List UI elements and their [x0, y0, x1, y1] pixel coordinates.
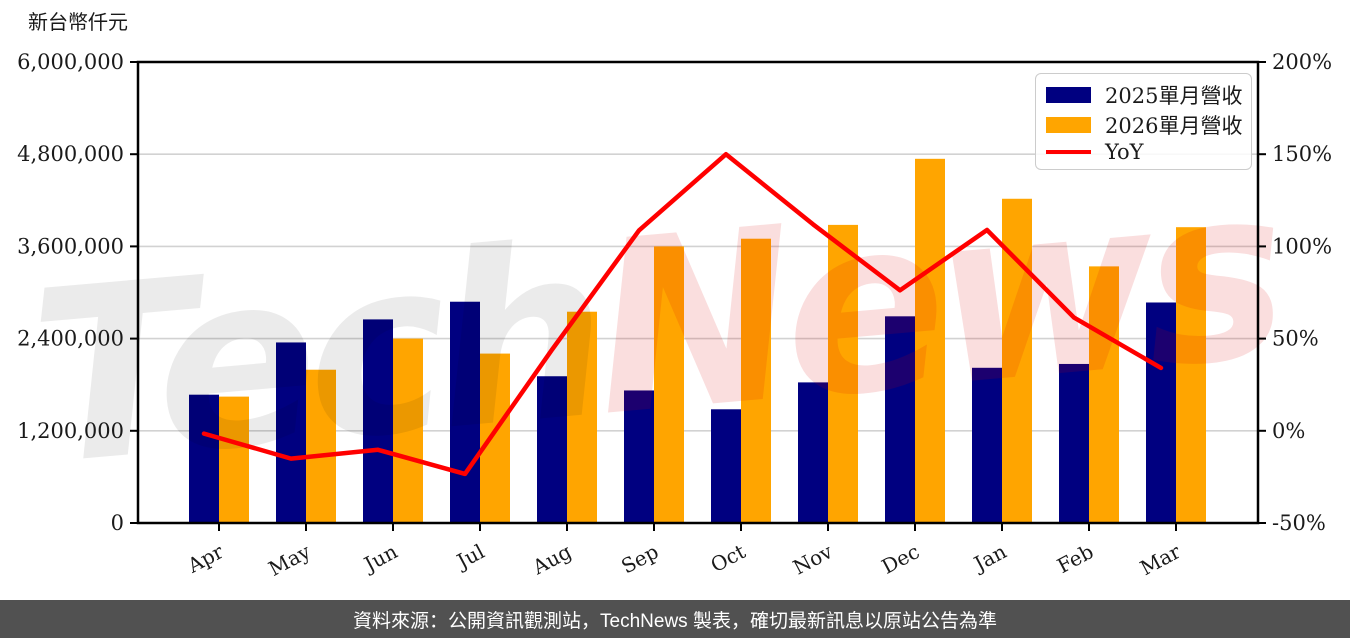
legend-item-yoy: YoY: [1046, 140, 1241, 164]
bar-2025-Jan: [972, 367, 1002, 523]
bar-2026-Jul: [480, 353, 510, 523]
left-axis-tick-label: 2,400,000: [17, 327, 124, 351]
x-axis-label-Jan: Jan: [968, 539, 1010, 577]
left-axis-tick-label: 1,200,000: [17, 419, 124, 443]
x-axis-label-May: May: [264, 539, 314, 581]
bar-2025-Apr: [189, 394, 219, 523]
bar-2025-Dec: [885, 316, 915, 523]
right-axis-tick-label: 200%: [1272, 50, 1332, 74]
bar-2026-Feb: [1089, 266, 1119, 523]
x-axis-label-Mar: Mar: [1136, 539, 1185, 580]
x-axis-label-Apr: Apr: [183, 539, 228, 578]
bar-2025-Feb: [1059, 363, 1089, 523]
right-axis-tick-label: 50%: [1272, 327, 1319, 351]
legend-label-yoy: YoY: [1105, 140, 1144, 164]
bar-2026-Nov: [828, 224, 858, 524]
bar-2026-Apr: [219, 396, 249, 523]
right-axis-tick-label: 100%: [1272, 234, 1332, 258]
right-axis-tick-label: -50%: [1272, 511, 1326, 535]
technews-watermark: TechNews: [22, 134, 1289, 519]
bar-2025-Jun: [363, 319, 393, 523]
bar-2025-Jul: [450, 301, 480, 523]
legend-item-2026: 2026單月營收: [1046, 110, 1243, 140]
bar-2025-Nov: [798, 382, 828, 523]
legend-swatch-yoy-line: [1046, 150, 1091, 154]
legend-label-2025: 2025單月營收: [1105, 84, 1243, 108]
chart-plot-area: TechNews 6,000,000 4,800,000 3,600,000 2,400…: [17, 10, 1332, 581]
legend-item-2025: 2025單月營收: [1046, 80, 1243, 110]
left-axis-tick-label: 3,600,000: [17, 234, 124, 258]
bar-2026-May: [306, 369, 336, 523]
bar-2026-Mar: [1176, 227, 1206, 524]
bar-2025-Oct: [711, 409, 741, 523]
bar-2026-Sep: [654, 246, 684, 523]
bar-2025-Mar: [1146, 302, 1176, 523]
x-axis-label-Feb: Feb: [1053, 539, 1097, 578]
legend-swatch-2026-bar: [1046, 117, 1091, 133]
bar-2026-Dec: [915, 158, 945, 523]
legend-label-2026: 2026單月營收: [1105, 114, 1243, 138]
left-axis-tick-label: 6,000,000: [17, 50, 124, 74]
legend-swatch-2025-bar: [1046, 87, 1091, 103]
source-footer-bar: 資料來源：公開資訊觀測站，TechNews 製表，確切最新訊息以原站公告為準: [0, 600, 1350, 638]
bar-2025-Sep: [624, 390, 654, 523]
plot-frame: [136, 60, 1260, 525]
bar-2026-Oct: [741, 238, 771, 523]
bar-2025-Aug: [537, 376, 567, 523]
left-axis-tick-label: 4,800,000: [17, 142, 124, 166]
x-axis-label-Sep: Sep: [617, 539, 662, 578]
right-axis-tick-label: 0%: [1272, 419, 1305, 443]
yoy-line: [201, 151, 1164, 477]
source-footer-text: 資料來源：公開資訊觀測站，TechNews 製表，確切最新訊息以原站公告為準: [353, 610, 997, 632]
x-axis-label-Nov: Nov: [789, 539, 837, 580]
x-axis-label-Jun: Jun: [358, 539, 401, 577]
x-axis-label-Oct: Oct: [707, 539, 750, 577]
left-axis-tick-label: 0: [111, 511, 124, 535]
bar-2026-Jun: [393, 338, 423, 523]
x-axis-label-Aug: Aug: [528, 539, 576, 580]
bar-2026-Aug: [567, 311, 597, 523]
x-axis-label-Jul: Jul: [451, 539, 488, 574]
x-axis-label-Dec: Dec: [878, 539, 924, 579]
chart-legend: 2025單月營收 2026單月營收 YoY: [1035, 73, 1252, 170]
right-axis-tick-label: 150%: [1272, 142, 1332, 166]
bar-2025-May: [276, 342, 306, 523]
left-axis-unit-title: 新台幣仟元: [28, 10, 128, 34]
